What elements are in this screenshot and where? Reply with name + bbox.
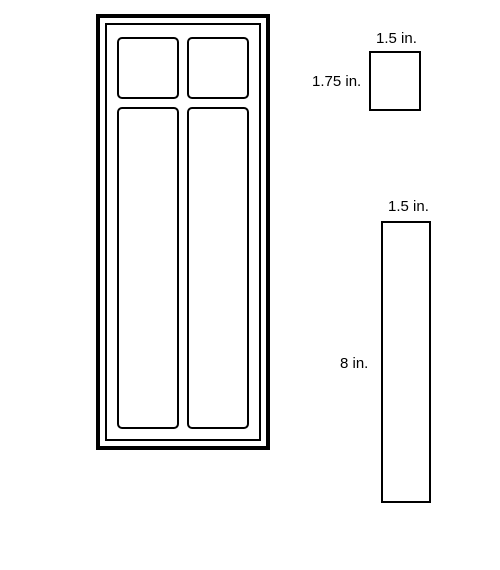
small-square-left-label: 1.75 in. — [312, 73, 361, 90]
door-inner-frame — [106, 24, 260, 440]
door-top-panel-1 — [188, 38, 248, 98]
tall-rect-top-label: 1.5 in. — [388, 198, 429, 215]
door-outer-frame — [98, 16, 268, 448]
small-square-top-label: 1.5 in. — [376, 30, 417, 47]
tall-rect-left-label: 8 in. — [340, 355, 368, 372]
small-square — [370, 52, 420, 110]
door-bottom-panel-0 — [118, 108, 178, 428]
door-bottom-panel-1 — [188, 108, 248, 428]
door-diagram — [0, 0, 500, 570]
door-top-panel-0 — [118, 38, 178, 98]
tall-rectangle — [382, 222, 430, 502]
